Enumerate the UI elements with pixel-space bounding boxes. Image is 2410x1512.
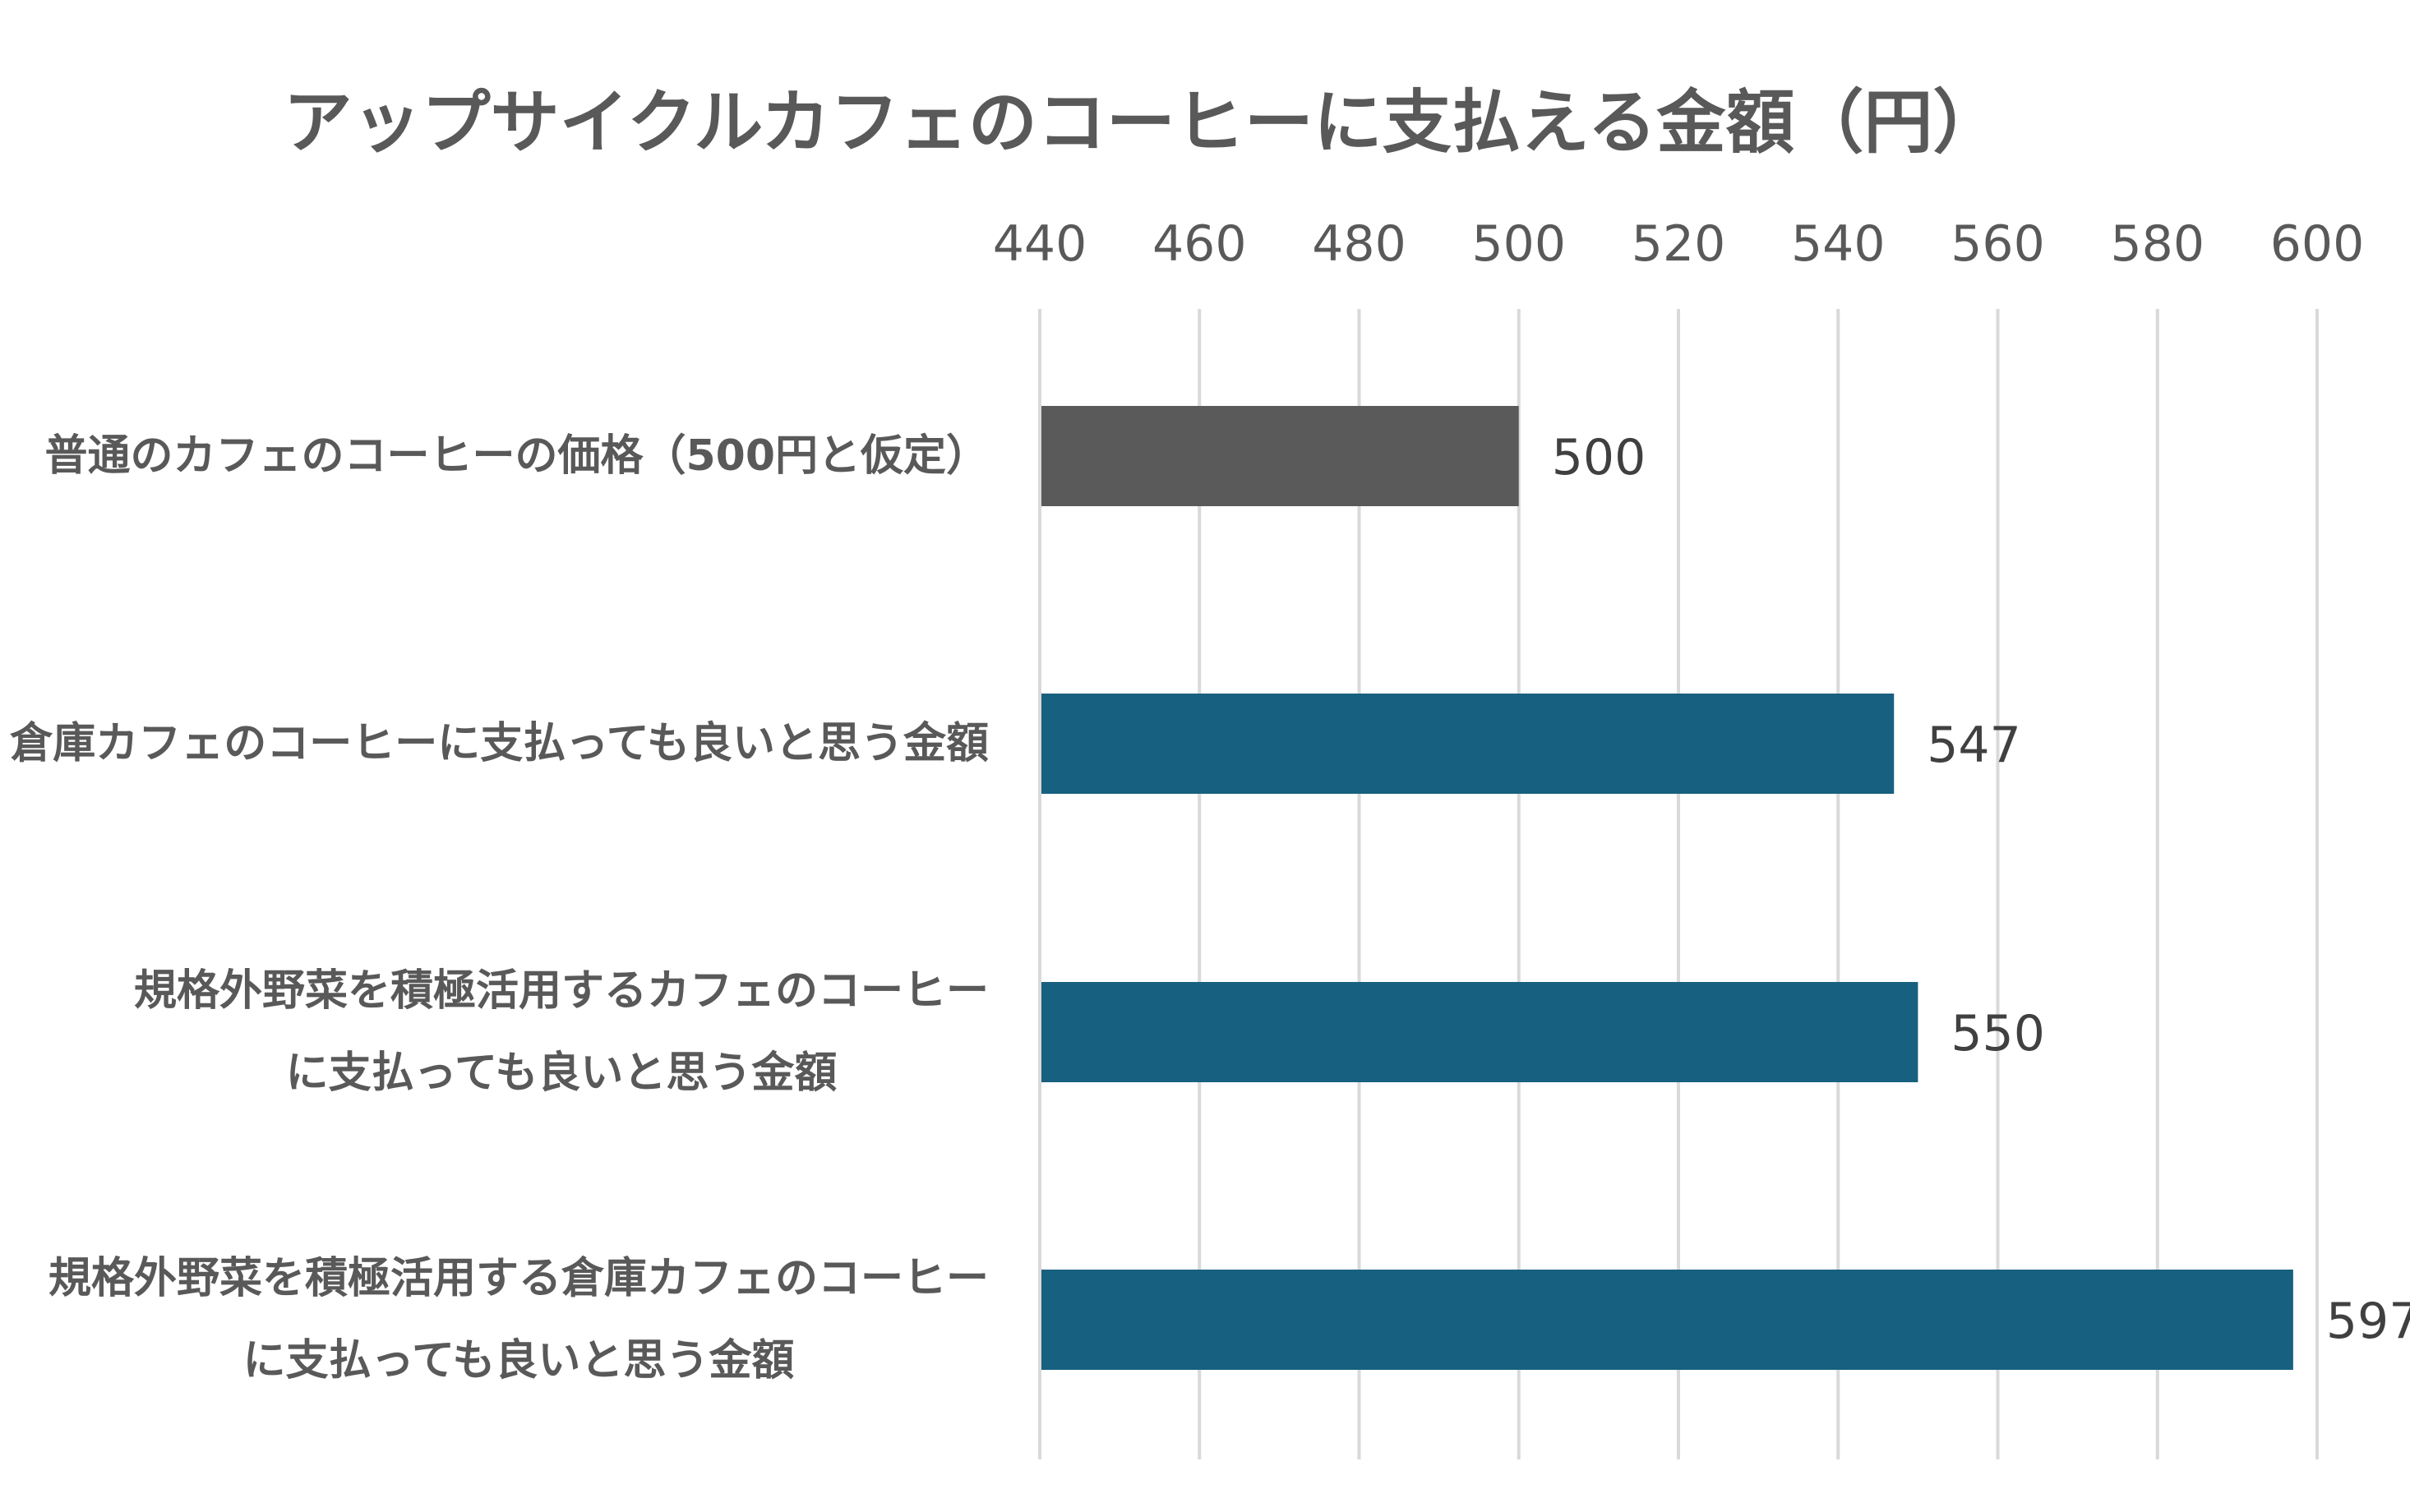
category-label-line: 普通のカフェのコーヒーの価格（500円と仮定） — [44, 431, 989, 481]
bar — [1041, 1270, 2293, 1370]
category-label-line: 倉庫カフェのコーヒーに支払っても良いと思う金額 — [10, 719, 989, 768]
bar — [1041, 982, 1918, 1082]
category-label: 規格外野菜を積極活用する倉庫カフェのコーヒー に支払っても良いと思う金額 — [48, 1238, 989, 1402]
x-tick-label: 540 — [1791, 215, 1886, 273]
category-label-line: に支払っても良いと思う金額 — [242, 1336, 795, 1385]
bar — [1041, 694, 1895, 794]
data-label: 500 — [1552, 429, 1646, 486]
x-tick-label: 600 — [2270, 215, 2365, 273]
x-tick-label: 520 — [1632, 215, 1726, 273]
x-tick-label: 560 — [1951, 215, 2045, 273]
x-tick-label: 480 — [1312, 215, 1406, 273]
x-tick-label: 500 — [1471, 215, 1566, 273]
category-label-line: 規格外野菜を積極活用するカフェのコーヒー — [133, 966, 989, 1016]
x-tick-label: 440 — [993, 215, 1087, 273]
chart-title: アップサイクルカフェのコーヒーに支払える金額（円） — [283, 82, 2002, 163]
x-tick-label: 460 — [1152, 215, 1247, 273]
data-label: 597 — [2326, 1293, 2410, 1350]
category-label: 倉庫カフェのコーヒーに支払っても良いと思う金額 — [10, 703, 989, 785]
x-tick-label: 580 — [2110, 215, 2205, 273]
category-label-line: 規格外野菜を積極活用する倉庫カフェのコーヒー — [48, 1254, 989, 1303]
category-label-line: に支払っても良いと思う金額 — [285, 1049, 838, 1098]
data-label: 550 — [1951, 1005, 2045, 1063]
category-label: 普通のカフェのコーヒーの価格（500円と仮定） — [44, 415, 989, 497]
bar — [1041, 406, 1519, 506]
data-label: 547 — [1927, 717, 2021, 774]
category-label: 規格外野菜を積極活用するカフェのコーヒー に支払っても良いと思う金額 — [134, 950, 989, 1114]
